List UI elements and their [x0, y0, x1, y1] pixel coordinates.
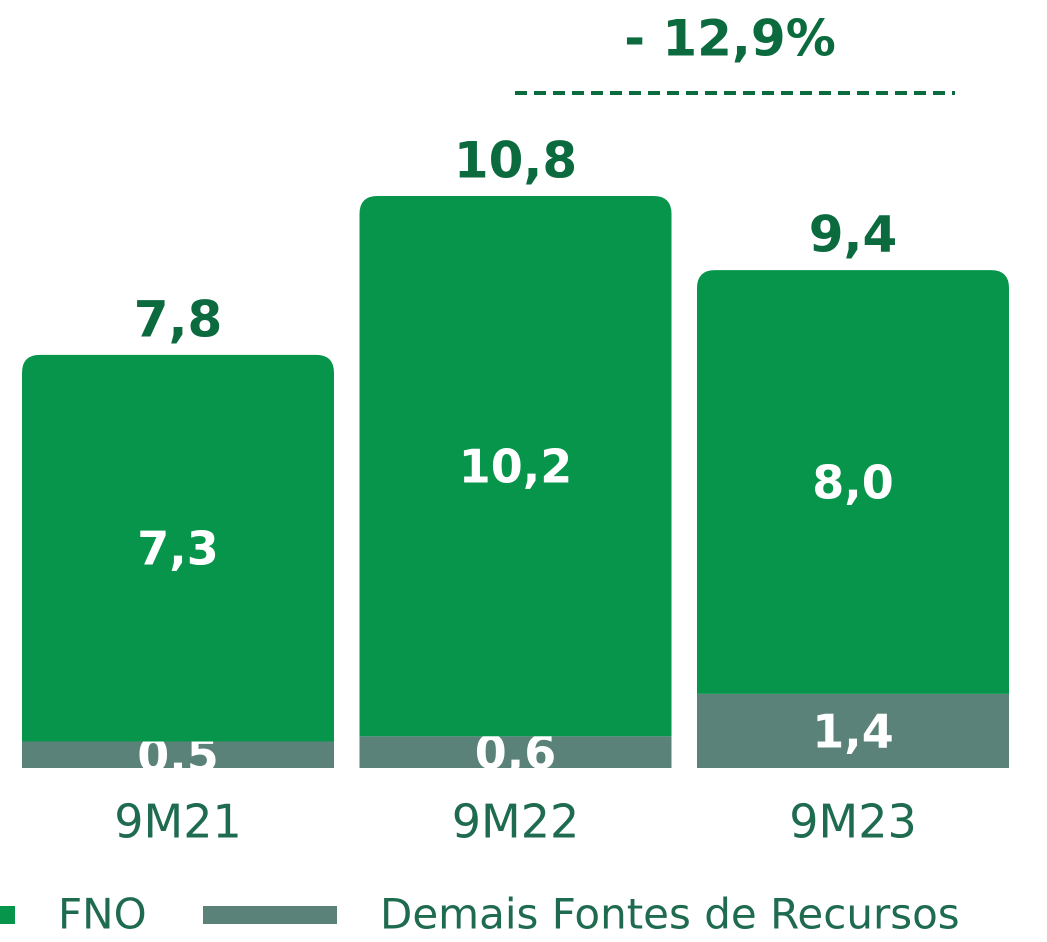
bar-segment	[697, 270, 1009, 694]
value-label: 10,2	[459, 440, 573, 494]
x-tick-label: 9M22	[452, 795, 580, 849]
legend-swatch	[203, 906, 337, 924]
legend-label: FNO	[58, 890, 147, 939]
value-label: 7,3	[137, 522, 219, 576]
legend-label: Demais Fontes de Recursos	[380, 890, 960, 939]
x-tick-label: 9M23	[789, 795, 917, 849]
total-label: 7,8	[134, 290, 223, 348]
annotation: - 12,9%	[624, 10, 836, 68]
value-label: 1,4	[812, 704, 894, 758]
value-label: 8,0	[812, 456, 894, 510]
total-label: 9,4	[809, 206, 898, 264]
total-label: 10,8	[454, 132, 577, 190]
bar-segment	[22, 354, 334, 742]
bar-segment	[22, 741, 334, 768]
bar-segment	[359, 196, 672, 737]
bar-segment	[697, 693, 1009, 768]
legend-swatch	[0, 906, 15, 924]
x-tick-label: 9M21	[114, 795, 242, 849]
bar-segment	[359, 736, 672, 768]
